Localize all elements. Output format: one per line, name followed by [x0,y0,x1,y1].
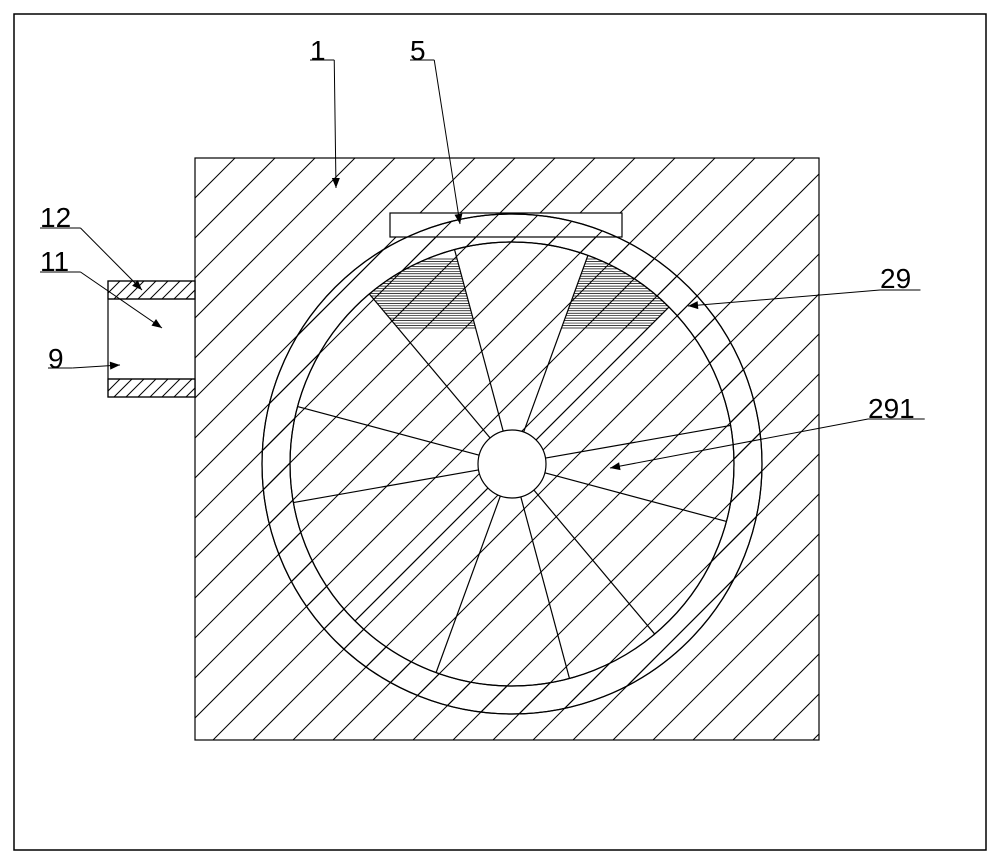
callout-label: 1 [310,35,326,66]
technical-diagram: 151211929291 [0,0,1000,864]
callout-label: 29 [880,263,911,294]
callout-label: 9 [48,343,64,374]
callout-label: 5 [410,35,426,66]
